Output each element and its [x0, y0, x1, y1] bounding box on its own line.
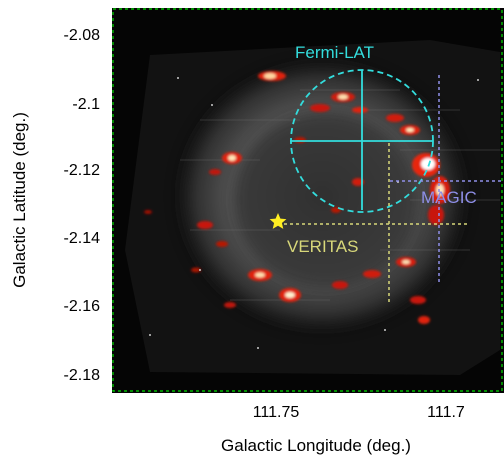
x-axis: 111.75 111.7 Galactic Longitude (deg.) — [221, 404, 465, 455]
veritas-label: VERITAS — [287, 237, 358, 256]
star-marker-icon — [269, 213, 287, 229]
y-tick-label: -2.08 — [64, 27, 101, 44]
x-tick-label: 111.7 — [427, 404, 465, 421]
fermi-lat-overlay: Fermi-LAT — [290, 43, 434, 213]
background-stars — [149, 77, 479, 349]
y-tick-label: -2.16 — [64, 298, 101, 315]
emission-clumps — [144, 71, 450, 324]
image-frame — [112, 8, 503, 392]
magic-label: MAGIC — [421, 188, 477, 207]
x-axis-title: Galactic Longitude (deg.) — [221, 436, 411, 455]
y-tick-label: -2.14 — [64, 230, 101, 247]
y-tick-label: -2.1 — [72, 96, 100, 113]
y-axis-title: Galactic Latitude (deg.) — [10, 112, 29, 288]
y-tick-label: -2.18 — [64, 367, 101, 384]
magic-overlay: MAGIC — [390, 75, 502, 282]
shell-interior — [234, 112, 418, 288]
x-tick-label: 111.75 — [253, 404, 300, 421]
y-axis: -2.08 -2.1 -2.12 -2.14 -2.16 -2.18 Galac… — [10, 27, 100, 384]
streak-texture — [180, 89, 500, 301]
fermi-lat-label: Fermi-LAT — [295, 43, 374, 62]
sky-image — [112, 8, 504, 393]
veritas-overlay: VERITAS — [278, 143, 470, 304]
y-tick-label: -2.12 — [64, 162, 101, 179]
